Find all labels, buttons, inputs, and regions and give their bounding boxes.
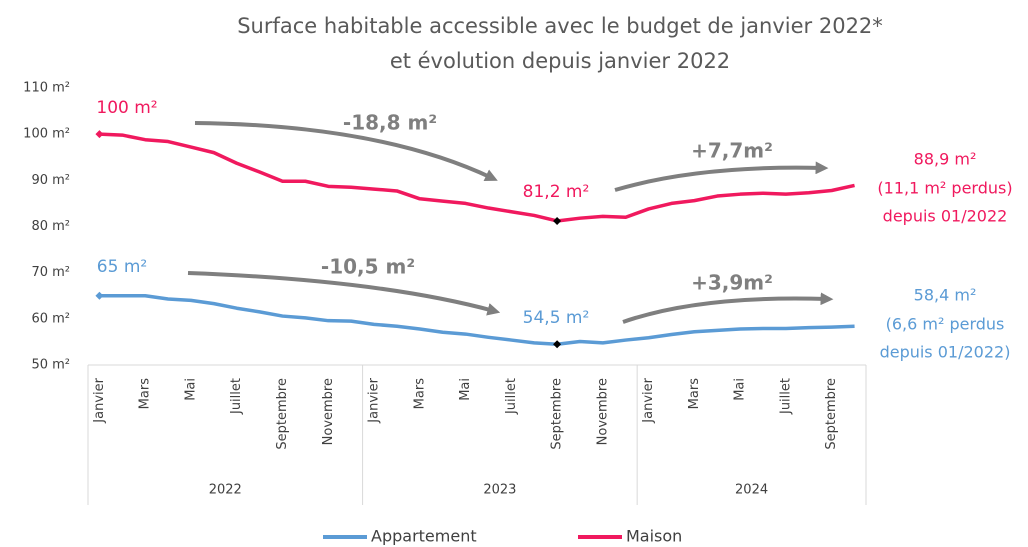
x-tick-label: Juillet — [504, 378, 519, 415]
annotation: (6,6 m² perdus — [886, 315, 1005, 334]
x-tick-label: Novembre — [321, 378, 336, 445]
series-line — [99, 294, 855, 346]
x-tick-label: Mai — [183, 378, 198, 401]
y-tick-label: 90 m² — [31, 173, 70, 188]
arrow — [622, 292, 834, 324]
chart-title: Surface habitable accessible avec le bud… — [237, 14, 883, 38]
x-tick-label: Mai — [733, 378, 748, 401]
group-label: 2023 — [483, 483, 516, 498]
annotation: 58,4 m² — [914, 286, 977, 305]
annotation: 100 m² — [96, 98, 157, 118]
annotation: 54,5 m² — [523, 308, 590, 328]
x-tick-label: Janvier — [367, 377, 382, 423]
x-tick-label: Juillet — [778, 378, 793, 415]
y-tick-label: 60 m² — [31, 311, 70, 326]
x-tick-label: Mai — [458, 378, 473, 401]
annotation: depuis 01/2022 — [883, 207, 1008, 226]
annotation: +3,9m² — [691, 271, 773, 295]
y-tick-label: 110 m² — [23, 81, 70, 96]
arrow — [614, 161, 829, 192]
arrow — [187, 271, 501, 316]
point-marker — [95, 291, 104, 300]
arrows — [187, 121, 834, 324]
annotation: depuis 01/2022) — [880, 343, 1011, 362]
point-marker — [95, 130, 104, 139]
annotation: 88,9 m² — [914, 150, 977, 169]
x-tick-label: Mars — [412, 378, 427, 410]
legend-label: Appartement — [371, 527, 477, 546]
x-tick-label: Septembre — [550, 378, 565, 450]
x-tick-label: Janvier — [641, 377, 656, 423]
annotation: (11,1 m² perdus) — [877, 179, 1012, 198]
y-tick-label: 100 m² — [23, 127, 70, 142]
x-tick-label: Janvier — [92, 377, 107, 423]
x-tick-label: Mars — [687, 378, 702, 410]
x-tick-label: Septembre — [275, 378, 290, 450]
series-line — [99, 132, 855, 223]
chart-title: et évolution depuis janvier 2022 — [390, 49, 730, 73]
x-tick-label: Mars — [138, 378, 153, 410]
legend-label: Maison — [626, 527, 682, 546]
group-label: 2022 — [209, 483, 242, 498]
annotation: -10,5 m² — [321, 255, 415, 279]
x-tick-label: Juillet — [229, 378, 244, 415]
annotation: +7,7m² — [691, 139, 773, 163]
group-label: 2024 — [735, 483, 768, 498]
x-tick-label: Novembre — [595, 378, 610, 445]
y-tick-label: 70 m² — [31, 265, 70, 280]
y-tick-label: 50 m² — [31, 358, 70, 373]
annotation: 65 m² — [97, 257, 147, 277]
point-marker — [553, 340, 562, 349]
y-tick-label: 80 m² — [31, 219, 70, 234]
annotation: 81,2 m² — [523, 182, 590, 202]
point-marker — [553, 216, 562, 225]
x-tick-label: Septembre — [824, 378, 839, 450]
arrow — [194, 121, 498, 182]
annotation: -18,8 m² — [343, 111, 437, 135]
